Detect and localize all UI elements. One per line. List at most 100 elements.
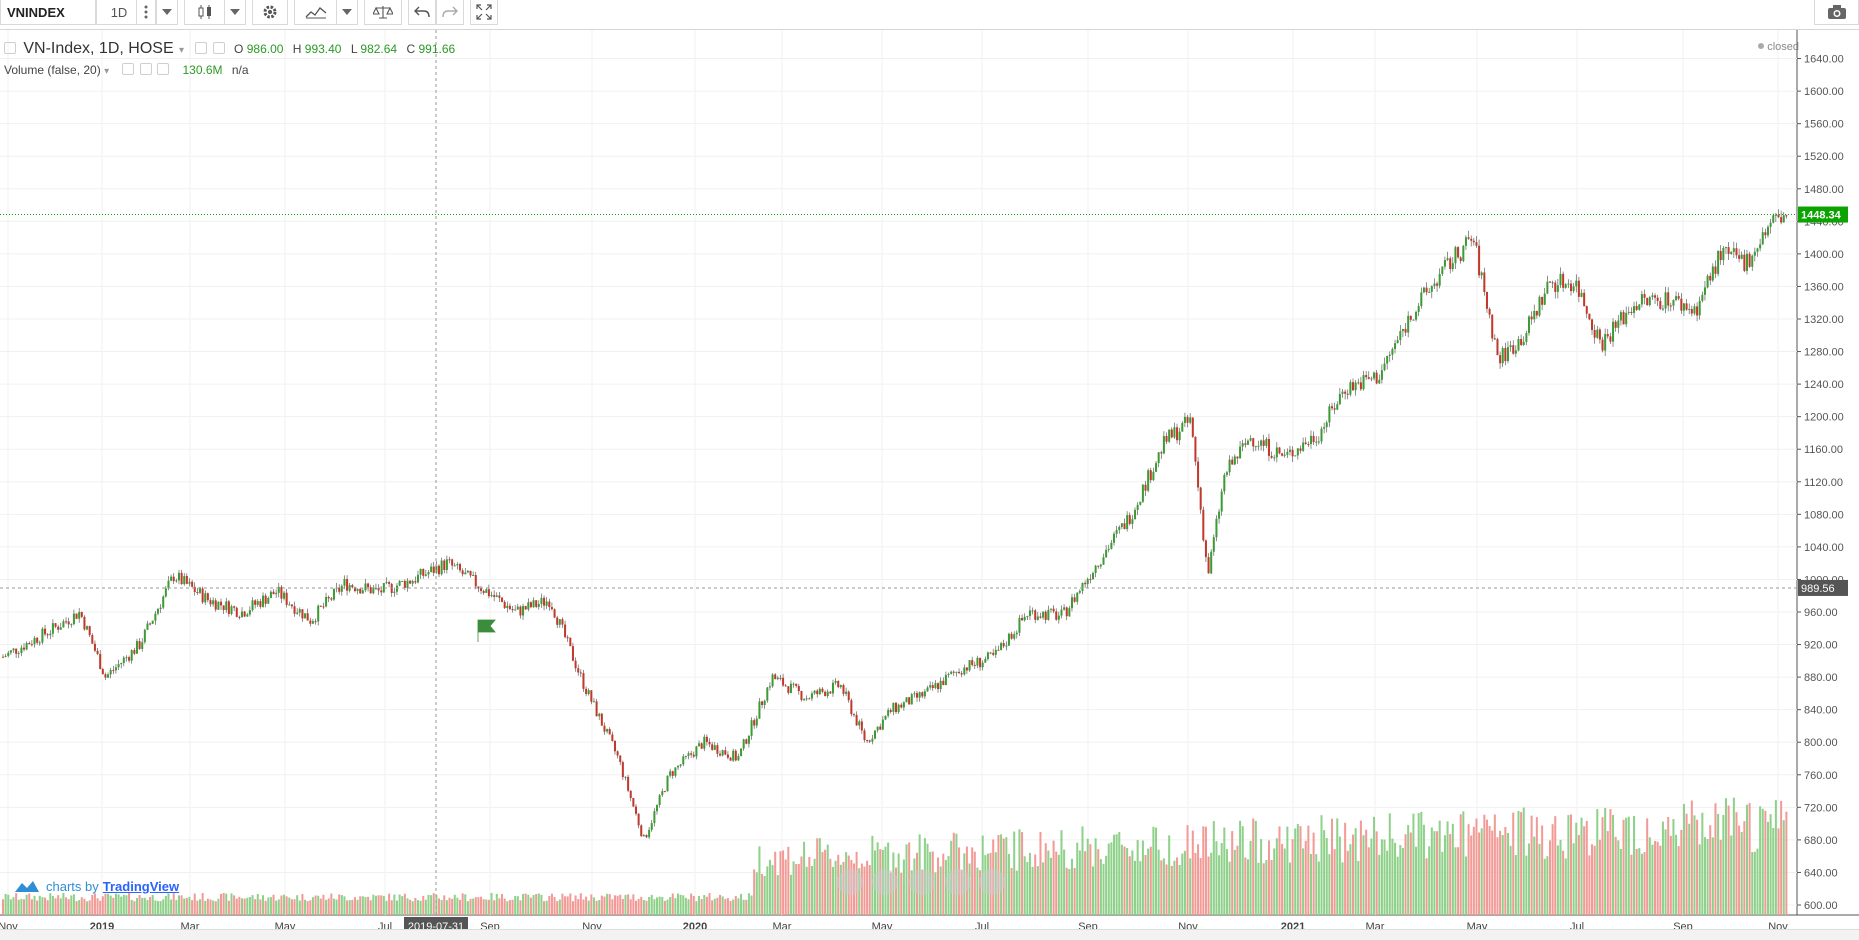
volume-bar [1160,860,1163,915]
volume-bar [214,901,217,915]
volume-bar [217,898,220,915]
candle-body [4,656,7,658]
volume-bar [1672,819,1675,915]
candle-body [1218,511,1221,519]
candle-body [1204,540,1207,558]
settings-gear-icon[interactable] [252,0,288,25]
candle-body [1136,504,1139,510]
volume-bar [196,900,199,915]
series-settings-icon[interactable] [212,42,225,54]
candle-body [824,691,827,696]
nav-control-icon[interactable] [837,869,863,895]
volume-bar [973,851,976,915]
nav-control-icon[interactable] [979,869,1005,895]
volume-bar [939,866,942,915]
volume-bar [1249,840,1252,915]
chart-pane[interactable]: 1680.00 1640.00 1600.00 1560.00 1520.00 1480.… [0,30,1859,939]
candle-body [146,623,149,630]
price-axis[interactable] [1797,30,1859,915]
y-tick-label: 1040.00 [1804,542,1844,554]
nav-control-icon[interactable] [945,869,971,895]
volume-bar [372,894,375,915]
candle-body [1320,428,1323,442]
volume-bar [1241,826,1244,915]
volume-menu-icon[interactable]: ▾ [104,66,110,77]
symbol-search-input[interactable]: VNINDEX [0,0,96,25]
volume-bar [191,900,194,915]
candle-body [1562,273,1565,288]
volume-bar [382,895,385,915]
more-intervals-icon[interactable] [136,0,156,25]
candle-body [1585,306,1588,314]
candle-body [285,592,288,605]
candle-body [188,581,191,584]
volume-bar [1344,822,1347,915]
candle-body [1640,294,1643,305]
chart-style-dropdown-icon[interactable] [224,0,246,25]
volume-bar [1761,808,1764,915]
volume-bar [359,896,362,915]
candle-body [1010,633,1013,639]
candle-body [918,692,921,698]
candle-body [761,701,764,705]
event-flag-icon[interactable] [477,619,496,642]
volume-bar [1430,827,1433,915]
volume-bar [1063,849,1066,915]
compare-scales-icon[interactable] [364,0,402,25]
snapshot-camera-icon[interactable] [1814,0,1859,25]
volume-bar [1422,824,1425,915]
volume-bar [1459,814,1462,915]
volume-bar [1155,827,1158,915]
tradingview-link[interactable]: TradingView [102,878,180,894]
volume-bar [301,894,304,915]
volume-visibility-icon[interactable] [122,63,135,75]
candle-body [411,581,414,584]
candle-body [587,690,590,694]
candle-body [629,790,632,799]
fullscreen-icon[interactable] [470,0,498,25]
volume-bar [1007,853,1010,915]
candle-body [1759,244,1762,249]
volume-bar [1457,847,1460,915]
volume-bar [1394,842,1397,915]
redo-icon[interactable] [436,0,464,25]
series-visibility-icon[interactable] [195,42,208,54]
chart-style-candles-icon[interactable] [184,0,226,25]
volume-bar [561,893,564,915]
volume-bar [1207,856,1210,915]
price-chart[interactable]: 1680.00 1640.00 1600.00 1560.00 1520.00 1480.… [0,30,1859,939]
candle-body [133,650,136,654]
nav-control-icon[interactable] [909,869,935,895]
candle-body [1485,292,1488,309]
candle-body [852,714,856,716]
candle-body [422,568,425,576]
candle-body [130,650,133,661]
volume-remove-icon[interactable] [157,63,170,75]
interval-button[interactable]: 1D [96,0,142,25]
volume-bar [719,894,722,915]
undo-icon[interactable] [408,0,436,25]
candle-body [571,646,574,661]
volume-bar [28,893,31,915]
collapse-legend-icon[interactable] [4,42,16,54]
tradingview-branding[interactable]: charts by TradingView [14,878,179,894]
volume-bar [1270,860,1273,915]
candle-body [1257,445,1260,447]
candle-body [847,691,850,701]
nav-control-icon[interactable] [872,869,898,895]
volume-bar [1099,859,1102,915]
volume-bar [1070,858,1073,915]
indicators-dropdown-icon[interactable] [336,0,358,25]
candle-body [86,626,89,630]
series-menu-icon[interactable]: ▾ [178,45,184,56]
volume-bar [327,898,330,915]
volume-bar [1480,828,1483,915]
candle-body [726,754,729,758]
volume-settings-icon[interactable] [139,63,152,75]
volume-bar [1178,865,1181,915]
candle-body [805,698,808,700]
indicators-icon[interactable] [294,0,338,25]
candle-body [831,682,834,694]
candle-body [1685,303,1688,310]
interval-dropdown-icon[interactable] [156,0,178,25]
